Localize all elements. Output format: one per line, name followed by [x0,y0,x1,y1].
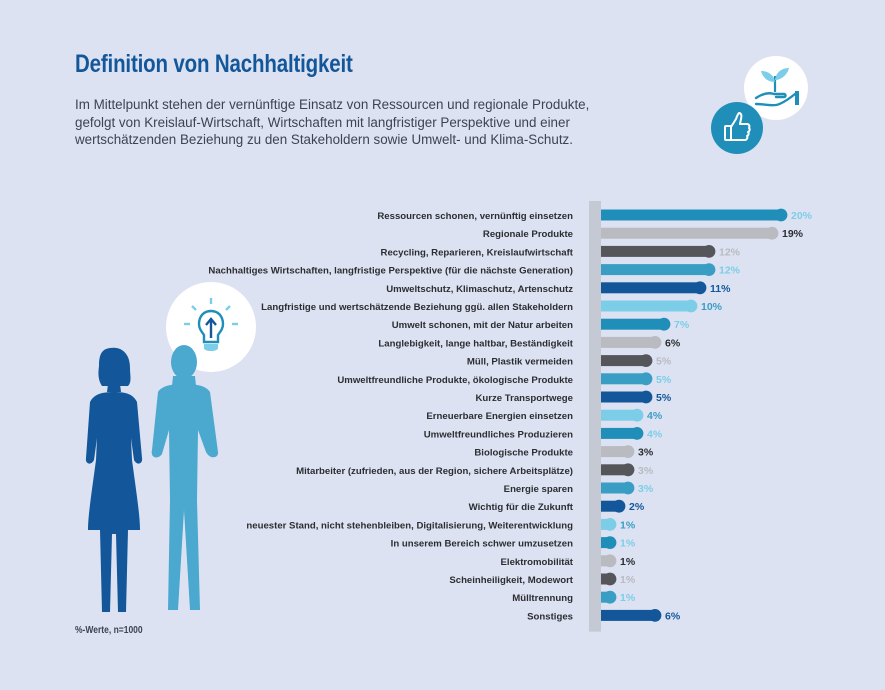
bar-end-dot [603,572,617,586]
value-label: 5% [656,392,672,404]
bar [601,482,628,494]
business-people-icon [70,340,230,625]
category-label: Elektromobilität [501,557,574,568]
bar-end-dot [684,299,698,313]
bar-end-dot [639,390,653,404]
value-label: 12% [719,265,741,277]
value-label: 4% [647,428,663,440]
bar [601,264,709,276]
category-label: Mülltrennung [512,593,573,604]
bar [601,500,619,512]
chart-title: Definition von Nachhaltigkeit [75,50,353,78]
bar-end-dot [630,427,644,440]
bar-end-dot [657,317,671,331]
bar-end-dot [639,354,653,367]
bar [601,209,781,221]
bar [601,464,628,476]
value-label: 20% [791,210,813,222]
subtitle-line: wertschätzenden Beziehung zu den Stakeho… [75,132,573,147]
bar-end-dot [630,408,644,422]
value-label: 6% [665,337,681,349]
category-label: Regionale Produkte [483,229,573,240]
bar [601,336,655,348]
bar-end-dot [621,445,635,458]
bar-end-dot [774,208,788,222]
bar [601,609,655,621]
value-label: 2% [629,501,645,513]
value-label: 11% [710,283,731,295]
bar [601,227,772,239]
value-label: 1% [620,519,636,531]
category-label: Umweltfreundliches Produzieren [424,429,573,440]
bar-end-dot [612,499,626,513]
value-label: 1% [620,574,636,586]
bar-end-dot [702,263,716,276]
bar-end-dot [648,336,662,349]
chart-subtitle: Im Mittelpunkt stehen der vernünftige Ei… [75,96,675,149]
bar-end-dot [603,536,617,549]
bar-end-dot [639,372,653,386]
value-label: 4% [647,410,663,422]
value-label: 3% [638,465,654,477]
value-label: 7% [674,319,690,331]
subtitle-line: Im Mittelpunkt stehen der vernünftige Ei… [75,97,590,112]
bar [601,391,646,403]
category-label: Erneuerbare Energien einsetzen [426,411,573,422]
bar [601,446,628,458]
value-label: 5% [656,356,672,368]
category-label: Langfristige und wertschätzende Beziehun… [261,302,573,313]
value-label: 1% [620,538,636,550]
category-label: Biologische Produkte [474,448,573,459]
bar [601,355,646,367]
category-label: Recycling, Reparieren, Kreislaufwirtscha… [381,247,574,258]
category-label: Umweltschutz, Klimaschutz, Artenschutz [386,284,573,295]
axis-track [589,201,601,632]
category-label: Scheinheiligkeit, Modewort [449,575,573,586]
bar [601,427,637,439]
value-label: 1% [620,592,636,604]
category-label: Müll, Plastik vermeiden [467,357,573,368]
bar [601,300,691,312]
category-label: Sonstiges [527,611,573,622]
category-label: Langlebigkeit, lange haltbar, Beständigk… [378,338,573,349]
value-label: 5% [656,374,672,386]
category-label: neuester Stand, nicht stehenbleiben, Dig… [246,520,573,531]
value-label: 6% [665,610,681,622]
footnote: %-Werte, n=1000 [75,625,143,636]
bar-end-dot [621,463,635,477]
bar-end-dot [702,245,716,258]
category-label: Umweltfreundliche Produkte, ökologische … [337,375,573,386]
bar [601,373,646,385]
value-label: 1% [620,556,636,568]
category-label: Ressourcen schonen, vernünftig einsetzen [377,211,573,222]
bar [601,318,664,330]
thumbs-up-icon [711,102,763,154]
bar-end-dot [693,281,707,295]
value-label: 19% [782,228,804,240]
value-label: 12% [719,246,741,258]
value-label: 10% [701,301,723,313]
category-label: Wichtig für die Zukunft [469,502,574,513]
category-label: Kurze Transportwege [475,393,573,404]
bar-end-dot [603,590,617,604]
category-label: Umwelt schonen, mit der Natur arbeiten [392,320,573,331]
bar-end-dot [603,518,617,531]
category-label: Mitarbeiter (zufrieden, aus der Region, … [296,466,573,477]
value-label: 3% [638,483,654,495]
category-label: Energie sparen [504,484,573,495]
category-label: In unserem Bereich schwer umzusetzen [391,539,573,550]
bar-end-dot [648,609,662,622]
bar [601,245,709,257]
bar [601,282,700,294]
bar [601,409,637,421]
bar-end-dot [621,481,635,495]
category-label: Nachhaltiges Wirtschaften, langfristige … [208,266,573,277]
bar-end-dot [603,554,617,568]
subtitle-line: gefolgt von Kreislauf-Wirtschaft, Wirtsc… [75,114,570,130]
bar-end-dot [765,226,779,240]
value-label: 3% [638,447,654,459]
